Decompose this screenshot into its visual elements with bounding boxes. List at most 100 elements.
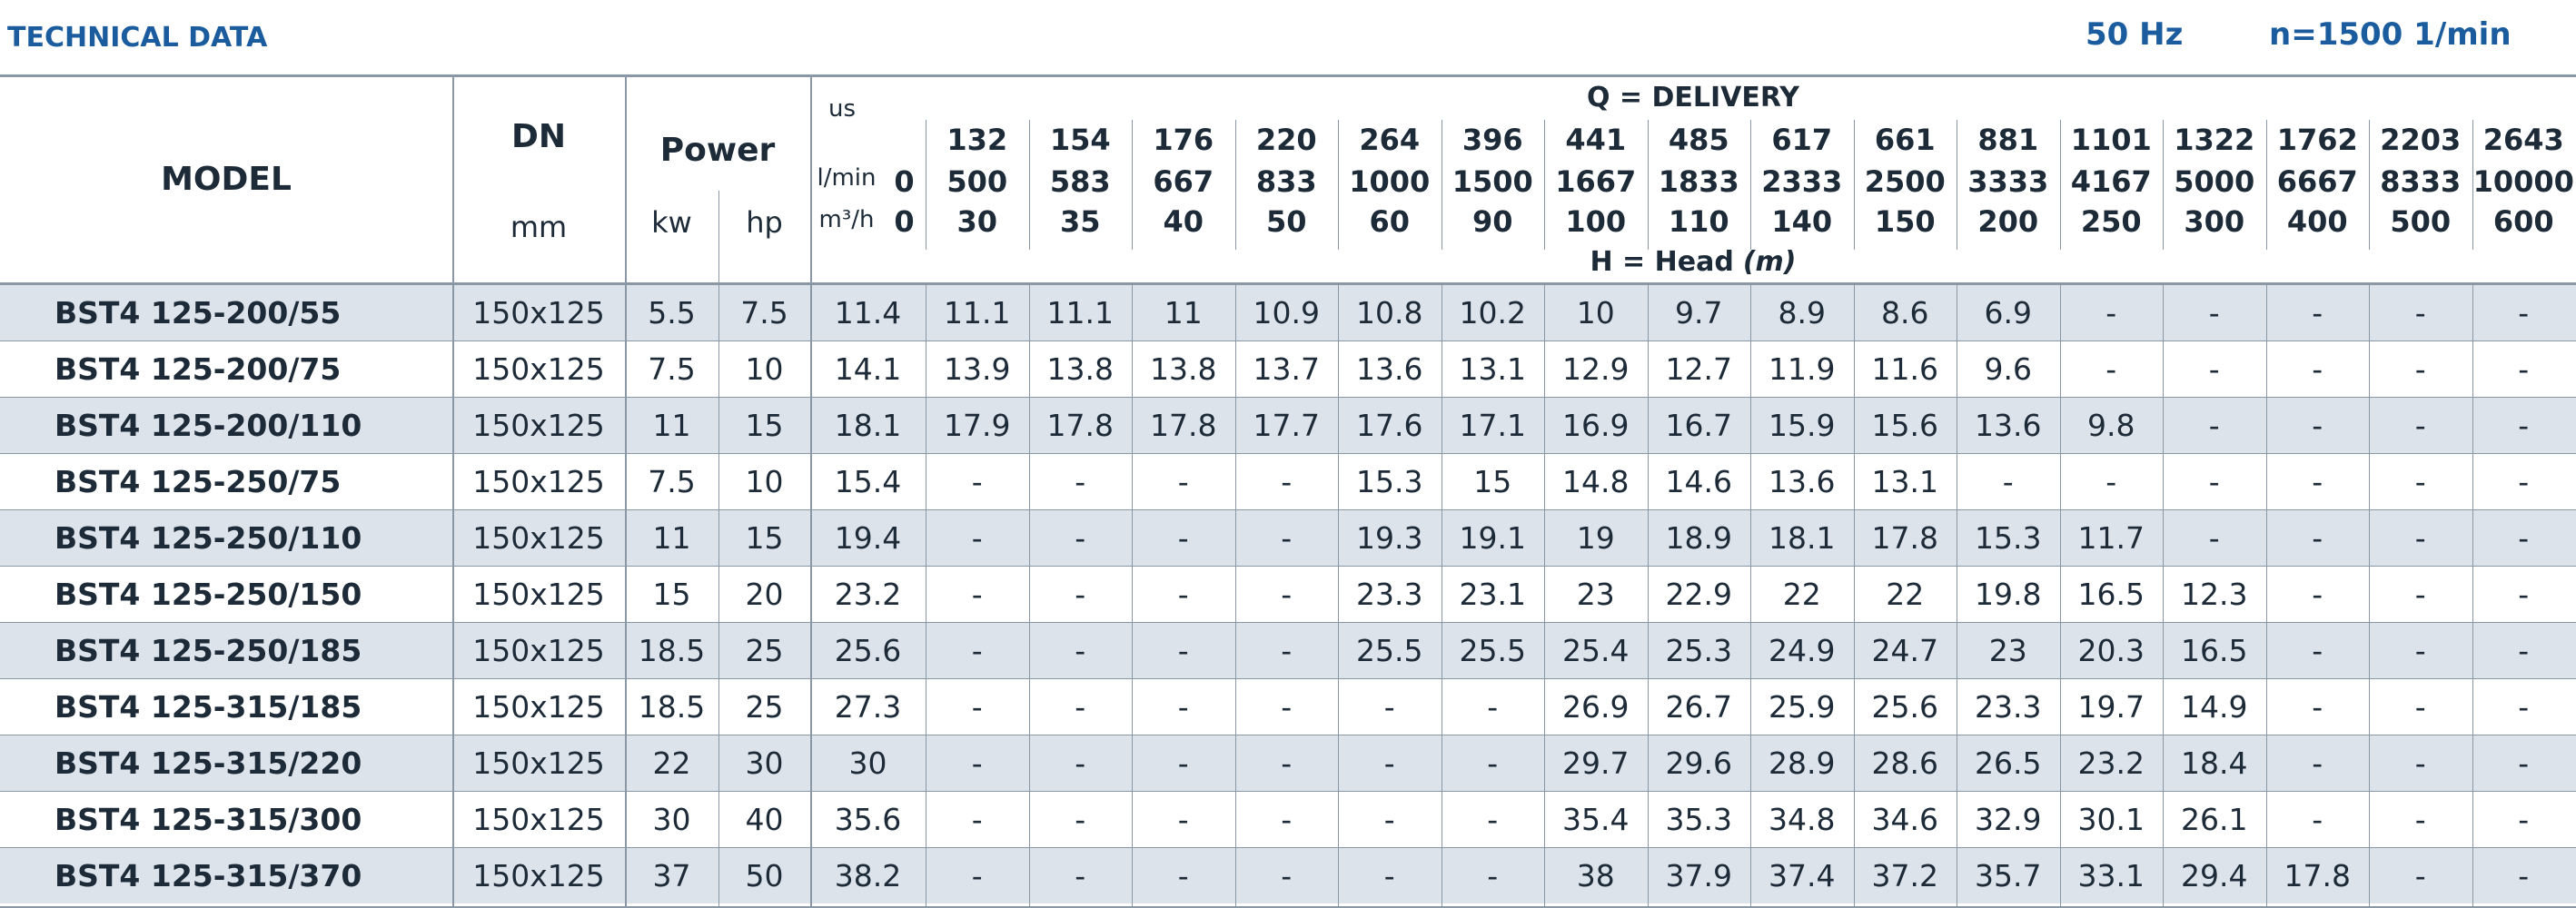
head-value: 17.1 — [1459, 407, 1526, 443]
q-m3h: 50 — [1265, 204, 1307, 239]
head-value: - — [971, 463, 983, 499]
head-value: 14.8 — [1562, 463, 1630, 499]
rule — [0, 791, 2576, 792]
head-heading: H = Head (m) — [810, 243, 2576, 280]
head-value: - — [971, 857, 983, 893]
rule — [0, 906, 2576, 908]
rule — [452, 74, 454, 908]
q-us: 220 — [1255, 123, 1317, 157]
rule — [1853, 284, 1855, 908]
q-m3h: 600 — [2492, 204, 2554, 239]
speed: n=1500 1/min — [2269, 16, 2512, 53]
head-value: 13.8 — [1150, 350, 1217, 387]
q-us: 1101 — [2070, 123, 2152, 157]
q-lmin: 4167 — [2070, 164, 2152, 199]
rule — [2059, 120, 2061, 250]
q-us: 154 — [1049, 123, 1111, 157]
head-value: 15 — [1473, 463, 1512, 499]
head-value: 12.7 — [1665, 350, 1732, 387]
head-value: - — [2518, 519, 2530, 556]
q-lmin: 1833 — [1658, 164, 1739, 199]
q-lmin: 1667 — [1555, 164, 1637, 199]
head-value: - — [1177, 745, 1189, 781]
head-value: 19.3 — [1356, 519, 1423, 556]
q-us: 441 — [1565, 123, 1627, 157]
head-value: 17.6 — [1356, 407, 1423, 443]
q-m3h: 0 — [894, 204, 915, 239]
head-value: - — [1487, 801, 1499, 837]
head-value: 24.9 — [1769, 632, 1836, 668]
head-value: - — [2312, 350, 2323, 387]
head-value: 11.9 — [1769, 350, 1836, 387]
head-value: - — [2002, 463, 2014, 499]
q-us: 264 — [1359, 123, 1421, 157]
head-value: 33.1 — [2077, 857, 2145, 893]
head-value: 8.9 — [1778, 294, 1826, 331]
q-lmin: 5000 — [2174, 164, 2255, 199]
head-value: - — [2414, 463, 2426, 499]
head-value: - — [1383, 688, 1395, 725]
head-value: 11.1 — [944, 294, 1011, 331]
q-m3h: 90 — [1471, 204, 1513, 239]
head-value: 19.1 — [1459, 519, 1526, 556]
head-value: 19 — [1576, 519, 1615, 556]
head-value: - — [1177, 801, 1189, 837]
kw-value: 11 — [652, 407, 691, 443]
q-lmin: 2333 — [1761, 164, 1843, 199]
head-value: 11.1 — [1046, 294, 1114, 331]
rule — [1338, 120, 1339, 250]
hp-value: 40 — [745, 801, 784, 837]
head-value: - — [1177, 576, 1189, 612]
q-lmin: 500 — [946, 164, 1008, 199]
head-value: 27.3 — [834, 688, 902, 725]
kw-value: 18.5 — [638, 632, 706, 668]
head-value: 18.9 — [1665, 519, 1732, 556]
head-head-unit: (m) — [1742, 245, 1797, 278]
head-value: 16.5 — [2181, 632, 2248, 668]
head-value: - — [2414, 519, 2426, 556]
model-name: BST4 125-200/55 — [54, 294, 342, 331]
q-us: 617 — [1771, 123, 1833, 157]
q-lmin: 0 — [894, 164, 915, 199]
head-value: 16.7 — [1665, 407, 1732, 443]
rule — [625, 74, 627, 908]
head-value: 23.1 — [1459, 576, 1526, 612]
rule — [1028, 120, 1030, 250]
hp-value: 20 — [745, 576, 784, 612]
hp-value: 7.5 — [740, 294, 788, 331]
hp-value: 10 — [745, 350, 784, 387]
head-value: 26.7 — [1665, 688, 1732, 725]
rule — [2265, 120, 2267, 250]
hp-heading: hp — [746, 205, 783, 240]
head-value: 35.3 — [1665, 801, 1732, 837]
head-value: 17.9 — [944, 407, 1011, 443]
head-value: 17.8 — [1150, 407, 1217, 443]
head-value: 10.9 — [1253, 294, 1320, 331]
head-value: - — [2414, 632, 2426, 668]
hp-value: 10 — [745, 463, 784, 499]
rule — [718, 191, 719, 908]
head-value: - — [2208, 463, 2220, 499]
head-value: 22 — [1782, 576, 1821, 612]
model-name: BST4 125-315/185 — [54, 688, 362, 725]
dn-value: 150x125 — [472, 745, 605, 781]
head-value: 35.7 — [1975, 857, 2042, 893]
head-value: - — [971, 688, 983, 725]
head-value: 11.4 — [834, 294, 902, 331]
head-value: 10.8 — [1356, 294, 1423, 331]
hp-value: 15 — [745, 519, 784, 556]
head-value: 22.9 — [1665, 576, 1732, 612]
head-value: - — [2518, 801, 2530, 837]
head-value: - — [2518, 576, 2530, 612]
head-value: 25.6 — [1871, 688, 1938, 725]
head-value: - — [1383, 857, 1395, 893]
head-value: - — [2208, 294, 2220, 331]
head-value: - — [1075, 688, 1086, 725]
rule — [1544, 120, 1545, 250]
q-lmin: 1000 — [1349, 164, 1431, 199]
q-us: 485 — [1668, 123, 1729, 157]
rule — [1234, 284, 1236, 908]
q-m3h: 100 — [1565, 204, 1627, 239]
head-value: 26.5 — [1975, 745, 2042, 781]
q-us: 1322 — [2174, 123, 2255, 157]
